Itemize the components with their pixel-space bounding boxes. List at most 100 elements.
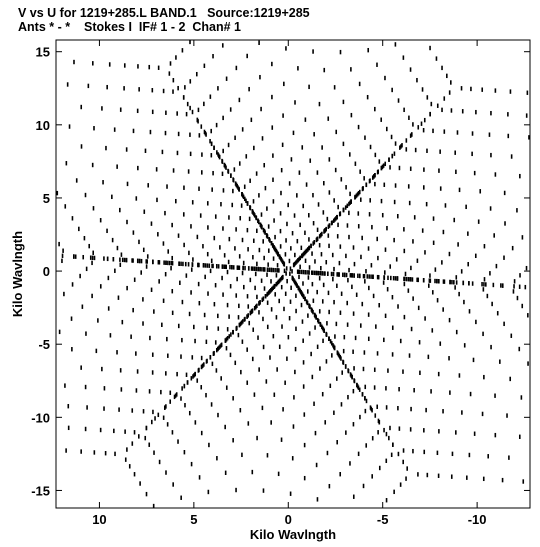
uv-point [349, 461, 351, 466]
uv-point [161, 322, 163, 328]
uv-point [229, 107, 232, 112]
uv-point [103, 386, 106, 391]
uv-point [80, 449, 82, 454]
uv-point [348, 234, 350, 240]
uv-point [240, 320, 243, 325]
uv-point [296, 283, 298, 288]
uv-point [308, 245, 311, 250]
uv-point [321, 271, 323, 276]
uv-point [507, 112, 509, 117]
uv-point [308, 304, 311, 309]
uv-point [261, 136, 264, 141]
y-tick-label: -5 [38, 337, 50, 352]
uv-point [339, 355, 341, 360]
uv-point [247, 266, 250, 271]
uv-point [521, 303, 524, 309]
uv-point [218, 345, 220, 350]
uv-point [257, 266, 259, 272]
uv-point [203, 101, 205, 107]
uv-point [345, 253, 347, 259]
uv-point [171, 288, 174, 294]
uv-point [448, 317, 451, 323]
uv-point [208, 442, 210, 448]
uv-point [343, 272, 346, 278]
uv-point [235, 293, 238, 298]
uv-point [207, 225, 209, 230]
uv-point [251, 469, 254, 475]
uv-point [337, 222, 339, 228]
uv-point [151, 370, 154, 375]
uv-point [270, 279, 272, 284]
uv-point [378, 159, 381, 164]
uv-point [336, 283, 338, 289]
uv-point [214, 214, 217, 219]
uv-point [133, 430, 136, 435]
uv-point [428, 278, 431, 283]
uv-point [319, 232, 322, 238]
uv-point [111, 194, 113, 200]
uv-point [204, 131, 207, 136]
uv-point [258, 367, 260, 372]
uv-point [274, 234, 276, 240]
plot-header: V vs U for 1219+285.L BAND.1 Source:1219… [0, 0, 540, 40]
uv-point [483, 244, 486, 249]
uv-point [92, 250, 94, 255]
uv-point [403, 248, 406, 254]
uv-point [312, 49, 314, 54]
uv-point [309, 158, 312, 163]
uv-point [335, 216, 337, 221]
uv-point [521, 235, 524, 240]
uv-point [278, 268, 280, 273]
uv-point [132, 258, 134, 263]
y-tick-label: 15 [36, 45, 50, 60]
uv-point [255, 171, 258, 176]
x-tick-label: -5 [377, 512, 389, 527]
uv-point [499, 359, 501, 364]
uv-point [311, 281, 314, 287]
uv-point [425, 407, 427, 413]
uv-point [348, 201, 350, 207]
uv-point [168, 260, 171, 266]
uv-point [151, 352, 154, 357]
uv-point [323, 228, 326, 234]
uv-point [397, 451, 400, 457]
uv-point [247, 247, 249, 252]
uv-point [252, 199, 255, 204]
uv-point [455, 169, 457, 175]
uv-point [500, 283, 502, 288]
uv-point [519, 273, 521, 278]
uv-point [254, 271, 257, 277]
uv-point [504, 221, 506, 226]
uv-point [367, 312, 370, 317]
uv-point [297, 258, 299, 263]
uv-point [302, 252, 305, 257]
uv-point [295, 326, 297, 332]
uv-point [119, 262, 122, 267]
uv-point [391, 87, 393, 93]
uv-point [266, 206, 268, 211]
uv-point [372, 293, 375, 299]
uv-point [398, 387, 400, 392]
uv-point [283, 306, 285, 312]
uv-point [117, 295, 120, 300]
uv-point [177, 439, 179, 444]
uv-point [280, 256, 282, 262]
uv-point [241, 339, 244, 344]
uv-point [350, 199, 352, 204]
uv-point [215, 122, 218, 128]
uv-point [297, 285, 300, 290]
uv-point [296, 259, 298, 264]
uv-point [289, 266, 292, 271]
uv-point [142, 247, 145, 253]
uv-point [454, 150, 456, 155]
uv-point [398, 165, 401, 171]
uv-point [164, 210, 166, 216]
uv-point [272, 333, 275, 339]
uv-point [170, 266, 172, 271]
uv-point [338, 211, 341, 217]
uv-point [513, 279, 516, 284]
uv-point [436, 450, 439, 456]
y-tick-label: 10 [36, 118, 50, 133]
uv-point [456, 130, 459, 135]
uv-point [377, 255, 379, 261]
